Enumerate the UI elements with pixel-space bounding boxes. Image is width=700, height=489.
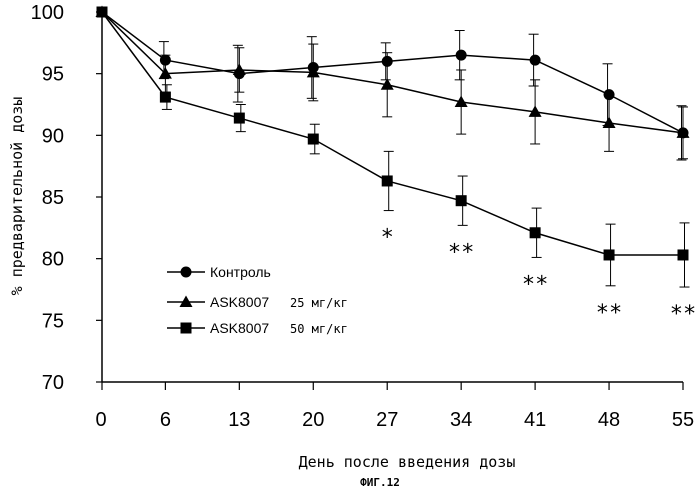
x-tick-label: 20 [302,409,324,431]
legend-marker-triangle [179,295,193,307]
legend-label-25: ASK8007 [210,294,269,310]
figure-label: ФИГ.12 [360,476,400,489]
data-point-square [307,133,319,145]
annotation-layer: ******* ** [381,226,697,327]
significance-marker: * [381,226,394,251]
x-tick-label: 6 [160,409,171,431]
series-circle [96,6,689,161]
data-point-triangle [454,95,468,108]
legend-marker-circle [180,266,192,278]
y-tick-label: 100 [31,2,64,24]
legend-label-control: Контроль [210,264,271,280]
y-tick-label: 70 [42,372,64,394]
data-point-square [529,227,541,239]
data-point-triangle [528,105,542,117]
series-square [96,6,690,288]
x-axis-title: День после введения дозы [299,453,516,471]
x-tick-label: 27 [376,409,398,431]
data-point-square [381,175,393,187]
data-point-triangle [676,126,690,138]
x-tick-label: 41 [524,409,546,431]
series-layer [95,5,690,288]
legend-marker-square [180,322,192,334]
x-tick-label: 34 [450,409,472,431]
y-tick-label: 80 [42,249,64,271]
data-point-square [159,91,171,103]
x-tick-label: 0 [95,409,106,431]
y-tick-label: 90 [42,125,64,147]
data-point-triangle [602,116,616,128]
data-point-circle [455,49,467,61]
legend-unit-50: 50 мг/кг [290,322,348,336]
significance-marker: ** [670,302,697,327]
y-tick-label: 75 [42,310,64,332]
series-line [101,11,684,134]
legend-unit-25: 25 мг/кг [290,296,348,310]
series-triangle [95,5,690,160]
data-point-triangle [306,65,320,78]
data-point-square [233,112,245,124]
data-point-triangle [158,67,172,79]
data-point-triangle [232,63,246,75]
data-point-square [677,249,689,261]
significance-marker: ** [596,301,623,326]
x-tick-label: 48 [598,409,620,431]
x-tick-label: 13 [228,409,250,431]
legend-label-50: ASK8007 [210,320,269,336]
y-tick-label: 85 [42,187,64,209]
legend: Контроль ASK8007 25 мг/кг ASK8007 50 мг/… [167,264,348,336]
data-point-square [455,195,467,207]
data-point-square [96,6,108,18]
data-point-circle [529,54,541,66]
significance-marker: ** [448,240,475,265]
series-line [101,11,683,256]
significance-marker: ** [522,272,549,297]
x-tick-label: 55 [672,409,694,431]
y-axis-title: % предварительной дозы [8,97,26,296]
data-point-triangle [380,78,394,90]
y-tick-label: 95 [42,64,64,86]
axes: 0 6 13 20 27 34 41 48 55 70 75 80 85 90 95 100 [31,2,695,431]
data-point-square [603,249,615,261]
